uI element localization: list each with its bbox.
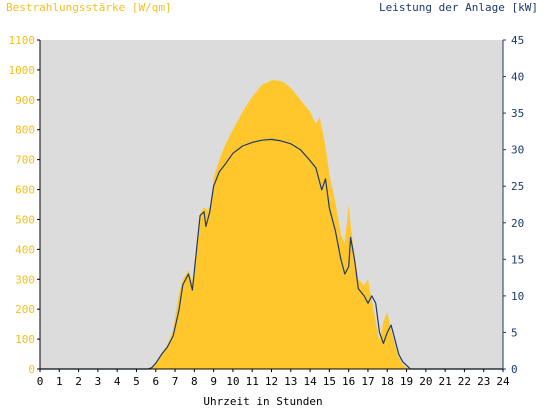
x-tick-label: 6: [152, 375, 159, 388]
left-tick-label: 300: [15, 273, 35, 286]
x-tick-label: 0: [37, 375, 44, 388]
right-tick-label: 25: [511, 180, 524, 193]
x-tick-label: 24: [496, 375, 510, 388]
left-tick-label: 400: [15, 243, 35, 256]
right-tick-label: 35: [511, 107, 524, 120]
x-tick-label: 19: [400, 375, 413, 388]
x-tick-label: 17: [361, 375, 374, 388]
right-tick-label: 0: [511, 363, 518, 376]
left-tick-label: 200: [15, 303, 35, 316]
x-tick-label: 22: [458, 375, 471, 388]
irradiance-series: [40, 80, 503, 370]
x-tick-label: 14: [303, 375, 317, 388]
right-tick-label: 5: [511, 326, 518, 339]
power-series: [40, 138, 503, 370]
x-tick-label: 12: [265, 375, 278, 388]
x-tick-label: 3: [95, 375, 102, 388]
power-line: [40, 138, 503, 370]
x-tick-label: 15: [323, 375, 336, 388]
x-tick-label: 2: [75, 375, 82, 388]
left-tick-label: 100: [15, 333, 35, 346]
right-tick-label: 15: [511, 253, 524, 266]
x-tick-label: 8: [191, 375, 198, 388]
left-tick-label: 0: [28, 363, 35, 376]
x-tick-label: 5: [133, 375, 140, 388]
x-tick-label: 1: [56, 375, 63, 388]
x-tick-label: 18: [381, 375, 394, 388]
right-tick-label: 45: [511, 34, 524, 47]
x-tick-label: 13: [284, 375, 297, 388]
left-tick-label: 900: [15, 94, 35, 107]
left-tick-label: 1100: [9, 34, 36, 47]
left-tick-label: 700: [15, 154, 35, 167]
x-tick-label: 10: [226, 375, 239, 388]
x-axis-title: Uhrzeit in Stunden: [203, 395, 322, 408]
irradiance-area: [40, 80, 503, 370]
x-tick-label: 16: [342, 375, 355, 388]
right-tick-label: 40: [511, 71, 524, 84]
left-tick-label: 600: [15, 184, 35, 197]
x-tick-label: 20: [419, 375, 432, 388]
left-tick-label: 1000: [9, 64, 36, 77]
x-tick-label: 21: [439, 375, 452, 388]
right-axis-title: Leistung der Anlage [kW]: [379, 1, 538, 14]
left-axis-title: Bestrahlungsstärke [W/qm]: [6, 1, 172, 14]
x-tick-label: 23: [477, 375, 490, 388]
right-tick-label: 30: [511, 144, 524, 157]
right-tick-label: 10: [511, 290, 524, 303]
right-tick-label: 20: [511, 217, 524, 230]
x-tick-label: 9: [210, 375, 217, 388]
x-tick-label: 4: [114, 375, 121, 388]
x-tick-label: 7: [172, 375, 179, 388]
left-tick-label: 500: [15, 213, 35, 226]
left-tick-label: 800: [15, 124, 35, 137]
axes: 0100200300400500600700800900100011000510…: [9, 34, 525, 388]
x-tick-label: 11: [246, 375, 259, 388]
